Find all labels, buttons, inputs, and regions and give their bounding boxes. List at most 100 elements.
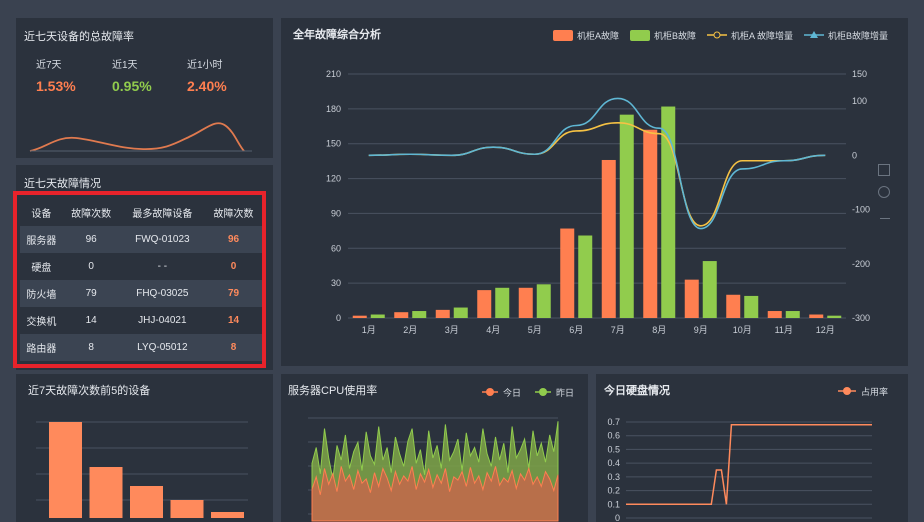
y-right-tick-label: 100 — [852, 96, 867, 106]
x-tick-label: 10月 — [733, 325, 752, 335]
bar-cabinet-b — [412, 311, 427, 318]
cpu-series-today — [311, 466, 559, 522]
header-top-fault-count: 故障次数 — [213, 209, 254, 220]
cell-device: 服务器 — [20, 226, 63, 253]
bar-cabinet-a — [643, 129, 658, 318]
kpi-1h-value: 2.40% — [187, 78, 227, 94]
legend-yesterday: 昨日 — [556, 387, 574, 398]
bar-cabinet-a — [394, 312, 409, 318]
annual-analysis-panel: 全年故障综合分析 — [281, 18, 908, 366]
overall-rate-title: 近七天设备的总故障率 — [24, 31, 134, 43]
disk-y-tick-label: 0.2 — [607, 486, 620, 496]
refresh-icon[interactable] — [878, 186, 890, 198]
cell-count: 14 — [85, 315, 97, 326]
cpu-title: 服务器CPU使用率 — [288, 385, 378, 397]
kpi-7d-value: 1.53% — [36, 78, 76, 94]
disk-y-tick-label: 0.1 — [607, 499, 620, 509]
x-tick-label: 2月 — [403, 325, 417, 335]
y-right-tick-label: 0 — [852, 150, 857, 160]
legend-cabinet-b-increment: 机柜B故障增量 — [828, 30, 888, 41]
bar-cabinet-a — [601, 159, 616, 318]
bar-cabinet-b — [827, 315, 842, 318]
bar-cabinet-b — [453, 307, 468, 318]
cell-device: 防火墙 — [20, 280, 63, 307]
fault-table: 设备 故障次数 最多故障设备 故障次数 服务器 96 FWQ-01023 96 … — [20, 199, 262, 361]
disk-usage-line — [626, 423, 872, 506]
legend-marker-today — [486, 388, 494, 396]
top5-bar — [170, 500, 204, 518]
legend-marker-yesterday — [539, 388, 547, 396]
legend-marker-cabinet-a-increment — [713, 31, 721, 39]
legend-usage: 占用率 — [861, 386, 888, 397]
disk-title: 今日硬盘情况 — [604, 385, 670, 397]
bar-cabinet-b — [536, 284, 551, 318]
kpi-1h-label: 近1小时 — [187, 60, 223, 71]
disk-panel: 今日硬盘情况 — [596, 374, 908, 522]
download-icon[interactable] — [880, 208, 890, 219]
x-tick-label: 3月 — [445, 325, 459, 335]
cell-top-device: LYQ-05012 — [119, 334, 206, 361]
legend-cabinet-b: 机柜B故障 — [654, 30, 696, 41]
overall-trend-sparkline — [29, 122, 252, 152]
x-tick-label: 11月 — [775, 325, 793, 335]
table-row: 路由器 8 LYQ-05012 8 — [20, 334, 262, 361]
kpi-1d-label: 近1天 — [112, 60, 138, 71]
y-left-tick-label: 30 — [331, 278, 341, 288]
fault-table-title: 近七天故障情况 — [24, 178, 101, 190]
cell-top-count: 79 — [205, 280, 262, 307]
bar-cabinet-a — [726, 294, 741, 318]
bar-cabinet-b — [578, 235, 593, 318]
bar-cabinet-a — [684, 279, 699, 318]
y-right-tick-label: -100 — [852, 205, 870, 215]
disk-y-tick-label: 0.4 — [607, 458, 620, 468]
cell-top-count: 14 — [227, 315, 240, 326]
y-left-tick-label: 210 — [326, 69, 341, 79]
bar-cabinet-a — [352, 315, 367, 318]
y-left-tick-label: 90 — [331, 208, 341, 218]
cell-count: 8 — [62, 334, 120, 361]
header-fault-count: 故障次数 — [71, 209, 112, 220]
disk-y-tick-label: 0.7 — [607, 417, 620, 427]
disk-y-tick-label: 0.6 — [607, 431, 620, 441]
bar-cabinet-b — [744, 295, 759, 318]
cell-top-device: FWQ-01023 — [119, 226, 206, 253]
table-row: 服务器 96 FWQ-01023 96 — [20, 226, 262, 253]
cell-count: 0 — [88, 261, 94, 272]
y-right-tick-label: -300 — [852, 313, 870, 323]
bar-cabinet-a — [809, 314, 824, 318]
bar-cabinet-b — [619, 114, 634, 319]
disk-y-tick-label: 0.3 — [607, 472, 620, 482]
annual-analysis-title: 全年故障综合分析 — [293, 29, 381, 41]
cell-top-count: 96 — [205, 226, 262, 253]
cell-device: 硬盘 — [31, 263, 52, 274]
table-row: 硬盘 0 - - 0 — [20, 253, 262, 280]
cell-count: 96 — [62, 226, 120, 253]
cell-device: 路由器 — [20, 334, 63, 361]
legend-marker-usage — [843, 387, 851, 395]
y-left-tick-label: 180 — [326, 104, 341, 114]
x-tick-label: 1月 — [362, 325, 376, 335]
legend-today: 今日 — [503, 387, 521, 398]
bar-cabinet-b — [785, 311, 800, 318]
bar-cabinet-b — [495, 287, 510, 318]
bar-cabinet-b — [370, 314, 385, 318]
y-left-tick-label: 120 — [326, 174, 341, 184]
bar-cabinet-a — [435, 309, 450, 318]
disk-legend: 占用率 — [838, 386, 888, 397]
bar-cabinet-b — [661, 106, 676, 319]
cpu-legend: 今日 昨日 — [482, 387, 574, 398]
table-row: 交换机 14 JHJ-04021 14 — [20, 307, 262, 334]
main-legend: 机柜A故障 机柜B故障 机柜A 故障增量 机柜B故障增量 — [553, 30, 888, 41]
top5-bar — [89, 467, 123, 518]
x-tick-label: 4月 — [486, 325, 500, 335]
cell-top-device: FHQ-03025 — [119, 280, 206, 307]
line-cabinet-b-increment — [368, 97, 826, 230]
x-tick-label: 12月 — [816, 325, 835, 335]
cell-top-device: - - — [157, 261, 168, 272]
legend-swatch-cabinet-b — [630, 30, 650, 41]
save-image-icon[interactable] — [878, 164, 890, 176]
header-top-device: 最多故障设备 — [132, 209, 193, 220]
cell-top-count: 0 — [230, 261, 237, 272]
